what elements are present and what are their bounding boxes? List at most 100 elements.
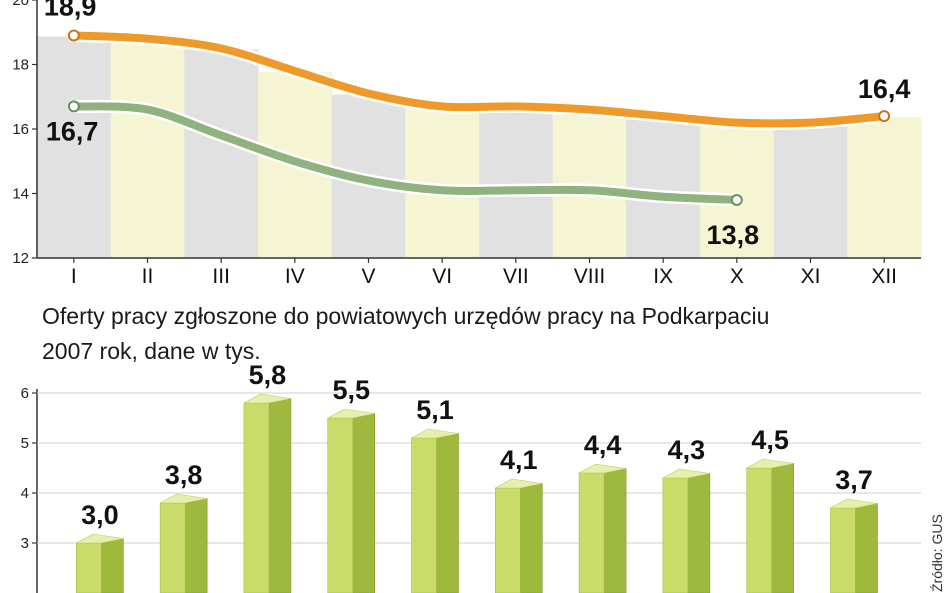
month-label-X: X [730,265,744,288]
bar-top-face [411,428,459,439]
bar-front-face [578,472,605,593]
bar-front-face [411,437,437,593]
bar-y-tick-label: 4 [21,485,29,502]
month-band-III [184,49,259,259]
month-label-III: III [212,265,230,288]
month-band-IX [626,117,701,258]
bar-value-label-5: 5,1 [416,395,454,425]
bar-value-label-10: 3,7 [835,465,873,495]
bar-y-tick-label: 3 [21,535,29,552]
bar-front-face [76,542,102,593]
month-band-II [110,39,185,259]
line-y-tick-label: 20 [12,0,29,9]
month-label-VIII: VIII [574,265,606,288]
bar-side-face [520,483,543,593]
month-band-VII [479,107,554,259]
bar-y-tick-label: 6 [21,385,29,402]
line-chart-y-ticks: 12 14 16 18 20 [12,0,37,267]
bar-5 [411,428,459,593]
month-label-IV: IV [285,265,305,288]
bar-top-face [830,498,878,509]
bar-group [76,393,878,593]
bar-6 [495,478,543,593]
bar-front-face [159,502,186,593]
line-value-label-green-I: 16,7 [46,116,99,146]
bar-value-label-4: 5,5 [332,375,370,405]
series-orange-point-XII [878,110,891,123]
series-orange-point-I [67,29,80,42]
bar-y-tick-label: 5 [21,435,29,452]
bar-value-label-9: 4,5 [751,425,789,455]
bar-side-face [603,468,627,593]
bar-top-face [746,458,794,469]
line-y-tick-label: 12 [12,250,29,267]
bar-side-face [855,503,878,593]
bar-chart-title: Oferty pracy zgłoszone do powiatowych ur… [42,303,769,329]
bar-8 [662,468,711,593]
month-bands [37,36,922,259]
bar-front-face [746,467,772,593]
bar-value-labels: 3,0 3,8 5,8 5,5 5,1 4,1 4,4 4,3 4,5 3,7 [81,360,873,530]
bar-side-face [268,398,292,593]
bar-front-face [830,507,856,593]
month-label-V: V [361,265,375,288]
bar-top-face [243,393,291,404]
bar-value-label-2: 3,8 [165,460,203,490]
month-label-II: II [142,265,154,288]
series-green-point-I [67,100,80,113]
series-green-line [69,102,741,204]
bar-value-label-8: 4,3 [668,435,706,465]
bar-top-face [159,493,208,504]
bar-value-label-6: 4,1 [500,445,538,475]
line-y-tick-label: 14 [12,186,29,203]
bar-1 [76,533,124,593]
month-label-VII: VII [503,265,529,288]
bar-front-face [327,417,354,593]
month-label-XI: XI [801,265,821,288]
bar-3 [243,393,292,593]
bar-front-face [243,402,270,593]
bar-top-face [578,463,627,474]
line-y-tick-label: 16 [12,121,29,138]
bar-9 [746,458,794,593]
line-value-label-green-X: 13,8 [707,220,760,250]
bar-value-label-3: 5,8 [249,360,287,390]
line-series-group [67,29,891,207]
month-label-VI: VI [432,265,452,288]
bar-2 [159,493,208,593]
bar-top-face [327,408,375,419]
bar-top-face [76,533,124,544]
bar-value-label-1: 3,0 [81,500,119,530]
bar-top-face [662,468,710,479]
line-value-labels: 18,9 16,7 16,4 13,8 [44,0,911,250]
bar-side-face [101,538,124,593]
line-value-label-orange-I: 18,9 [44,0,97,21]
bar-side-face [184,498,208,593]
bar-7 [578,463,627,593]
bar-side-face [687,473,711,593]
line-y-tick-label: 18 [12,57,29,74]
bar-10 [830,498,878,593]
bar-front-face [495,487,521,593]
bar-side-face [352,413,376,593]
bar-top-face [495,478,543,489]
line-value-label-orange-XII: 16,4 [858,74,911,104]
series-green-point-X [730,193,743,206]
bar-front-face [662,477,689,593]
month-band-XII [847,117,922,258]
source-label: Źródło: GUS [929,514,945,592]
bar-side-face [436,433,459,593]
month-label-IX: IX [653,265,673,288]
bar-chart-subtitle: 2007 rok, dane w tys. [42,338,261,364]
job-offers-bar-chart: 3 4 5 6 3,0 3,8 5,8 5,5 5,1 4,1 4,4 4,3 4,5 3,7 [21,360,921,593]
month-tick-labels: I II III IV V VI VII VIII IX X XI XII [71,258,897,288]
bar-value-label-7: 4,4 [584,430,622,460]
month-label-I: I [71,265,77,288]
bar-side-face [771,463,794,593]
month-band-I [37,36,112,258]
series-orange-line [69,31,889,128]
month-label-XII: XII [871,265,897,288]
bar-4 [327,408,376,593]
